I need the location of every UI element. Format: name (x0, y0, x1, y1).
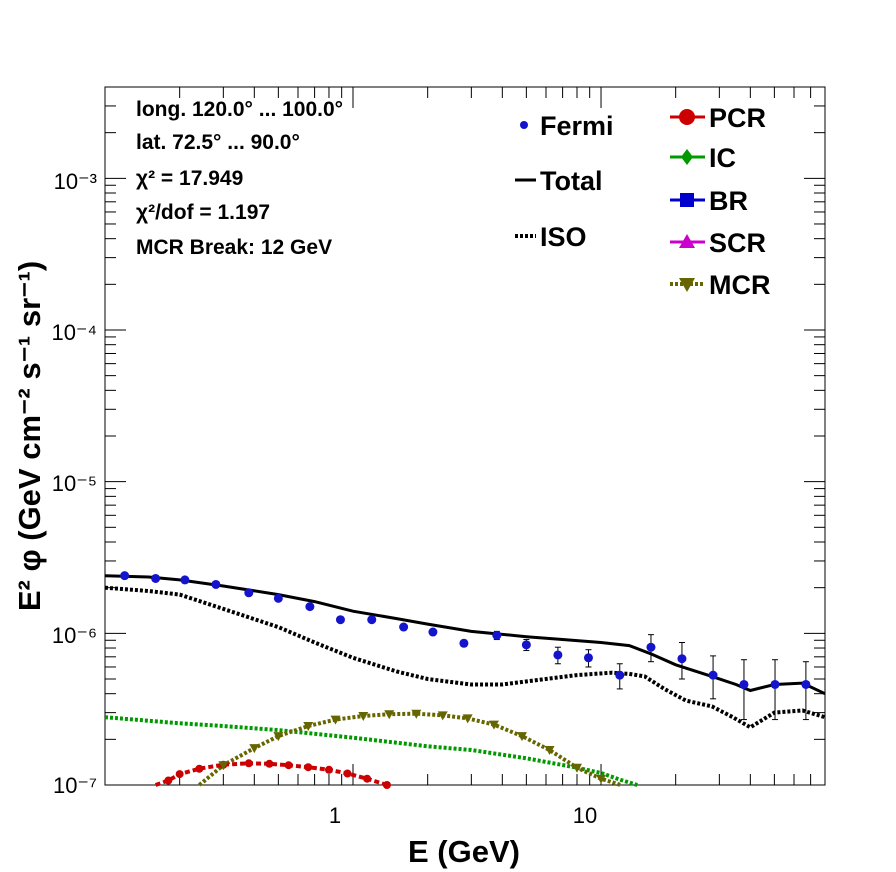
fermi-point (583, 653, 593, 663)
fermi-point (273, 593, 283, 603)
fermi-point (646, 642, 656, 652)
info-line-chi2: χ² = 17.949 (136, 167, 243, 190)
mcr-point (437, 711, 448, 721)
mcr-point (596, 774, 607, 784)
fermi-point (521, 640, 531, 650)
fermi-point (120, 571, 130, 581)
y-axis-title: E² φ (GeV cm⁻² s⁻¹ sr⁻¹) (12, 261, 47, 611)
info-line-chi2-dof: χ²/dof = 1.197 (136, 201, 270, 224)
fermi-point (677, 654, 687, 664)
pcr-point (343, 769, 352, 778)
legend-marker-fermi (520, 121, 528, 129)
legend-label-fermi: Fermi (540, 111, 614, 141)
pcr-point (304, 763, 313, 772)
y-tick-label-1e-7: 10⁻⁷ (53, 773, 97, 798)
mcr-point (273, 732, 284, 742)
legend-right: PCR IC BR SCR MCR (670, 103, 771, 300)
fermi-point (335, 615, 345, 625)
mcr-point (516, 732, 527, 742)
legend-marker-br (680, 193, 694, 207)
mcr-point (249, 744, 260, 754)
pcr-point (324, 765, 333, 774)
info-line-latitude: lat. 72.5° ... 90.0° (136, 131, 300, 154)
legend-label-total: Total (540, 166, 603, 196)
mcr-point (462, 714, 473, 724)
pcr-point (164, 776, 173, 785)
pcr-point (265, 759, 274, 768)
x-tick-label-10: 10 (573, 803, 597, 828)
y-tick-label-1e-5: 10⁻⁵ (52, 471, 97, 496)
fermi-point (305, 602, 315, 612)
legend-left: Fermi Total ISO (515, 111, 614, 252)
pcr-point (382, 781, 391, 789)
legend-marker-ic (681, 149, 693, 165)
y-tick-label-1e-6: 10⁻⁶ (52, 623, 97, 648)
pcr-point (244, 759, 253, 768)
y-tick-label-1e-4: 10⁻⁴ (51, 320, 97, 345)
fermi-point (553, 650, 563, 660)
info-line-mcr-break: MCR Break: 12 GeV (136, 236, 332, 259)
y-tick-label-1e-3: 10⁻³ (54, 169, 97, 194)
fermi-point (708, 670, 718, 680)
info-box: long. 120.0° ... 100.0° lat. 72.5° ... 9… (136, 98, 343, 259)
legend-marker-pcr (679, 109, 695, 125)
fermi-point (180, 575, 190, 585)
iso-series-line (104, 585, 826, 730)
fermi-point (428, 627, 438, 637)
mcr-point (488, 720, 499, 730)
mcr-point (330, 715, 341, 725)
mcr-point (384, 710, 395, 720)
fermi-point (211, 579, 221, 589)
mcr-point (358, 712, 369, 722)
pcr-point (175, 770, 184, 779)
fermi-point (459, 638, 469, 648)
info-line-longitude: long. 120.0° ... 100.0° (136, 98, 343, 121)
legend-label-br: BR (709, 186, 748, 216)
legend-label-ic: IC (709, 143, 736, 173)
mcr-point (218, 761, 229, 771)
ic-series-line (104, 715, 638, 787)
fermi-point (151, 573, 161, 583)
fermi-point (739, 679, 749, 689)
x-tick-label-1: 1 (329, 803, 341, 828)
legend-label-scr: SCR (709, 228, 766, 258)
fermi-point (367, 615, 377, 625)
x-axis-title: E (GeV) (408, 834, 520, 869)
pcr-point (363, 774, 372, 783)
legend-label-mcr: MCR (709, 270, 771, 300)
fermi-point (801, 679, 811, 689)
mcr-point (571, 763, 582, 773)
mcr-series-line (198, 711, 622, 787)
mcr-point (544, 746, 555, 756)
fermi-point (244, 588, 254, 598)
pcr-point (195, 764, 204, 773)
fermi-point (770, 679, 780, 689)
legend-marker-mcr (679, 278, 695, 292)
fermi-point (615, 670, 625, 680)
legend-label-iso: ISO (540, 222, 587, 252)
mcr-point (303, 721, 314, 731)
legend-marker-scr (679, 234, 695, 248)
fermi-point (492, 630, 502, 640)
mcr-point (411, 709, 422, 719)
pcr-point (284, 761, 293, 770)
fermi-point (399, 622, 409, 632)
legend-label-pcr: PCR (709, 103, 766, 133)
series-layer (104, 571, 826, 789)
